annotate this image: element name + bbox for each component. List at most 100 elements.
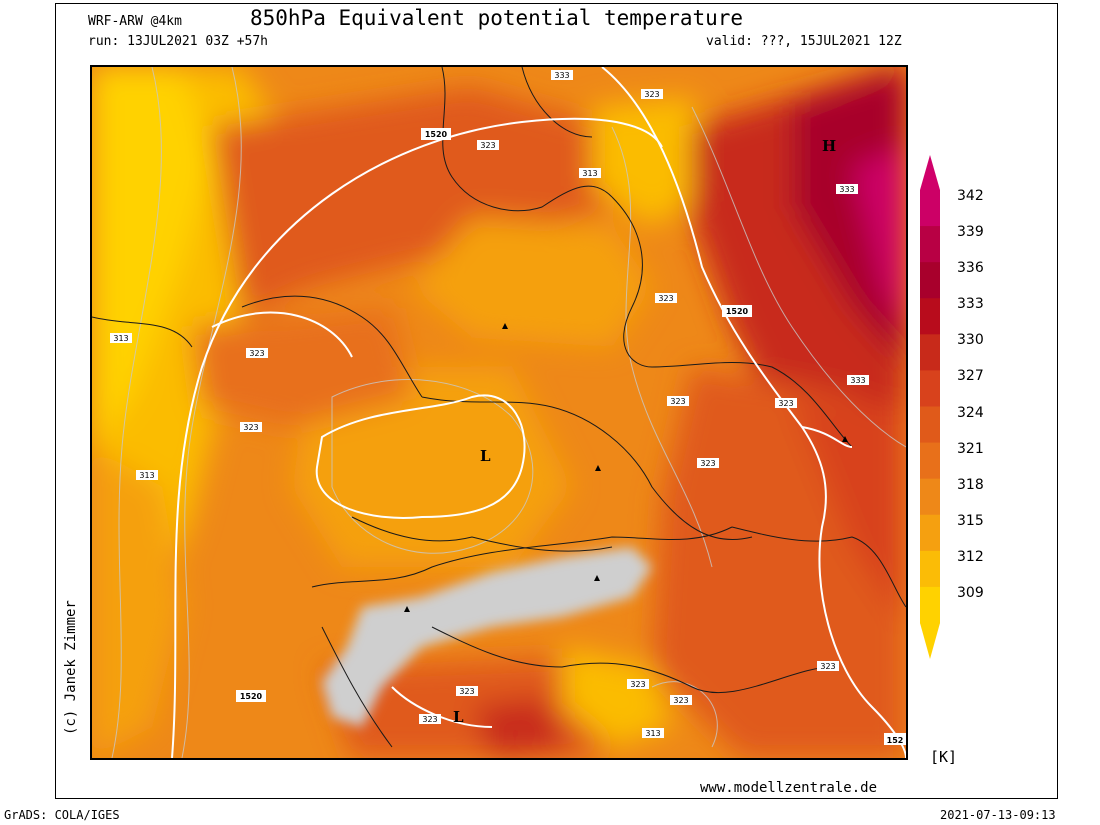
colorbar-segment (920, 550, 940, 588)
contour-label-text: 1520 (425, 130, 448, 139)
low-pressure-marker: L (480, 447, 491, 465)
contour-label-text: 313 (645, 729, 660, 738)
contour-labels: 333 323 313 323 333 1520 323 313 323 323… (110, 70, 906, 745)
colorbar-segment (920, 478, 940, 516)
contour-label-text: 323 (459, 687, 474, 696)
pressure-centers: H L L (453, 137, 836, 726)
contour-label: 323 (641, 89, 663, 99)
contour-label-text: 323 (644, 90, 659, 99)
colorbar-segment (920, 226, 940, 263)
contour-label: 313 (139, 471, 154, 480)
colorbar-segment (920, 190, 940, 227)
contour-label: 323 (670, 695, 692, 705)
contour-label-text: 323 (670, 397, 685, 406)
colorbar-tick-label: 318 (957, 476, 984, 493)
colorbar-tick-label: 342 (957, 188, 984, 204)
contour-label: 323 (655, 293, 677, 303)
high-pressure-marker: H (822, 137, 836, 155)
contour-label-text: 323 (480, 141, 495, 150)
white-contours (171, 67, 906, 758)
contour-label-text: 313 (139, 471, 154, 480)
colorbar-segment (920, 586, 940, 624)
contour-label-text: 323 (778, 399, 793, 408)
map-panel: 333 323 313 323 333 1520 323 313 323 323… (90, 65, 908, 760)
contour-label-text: 333 (554, 71, 569, 80)
website-link[interactable]: www.modellzentrale.de (700, 780, 878, 796)
colorbar-segment (920, 262, 940, 299)
contour-label-text: 1520 (726, 307, 749, 316)
contour-label: 323 (477, 140, 499, 150)
contour-label: 152 (884, 733, 906, 745)
contour-label-text: 323 (243, 423, 258, 432)
contour-label: 1520 (722, 305, 752, 317)
contour-label: 313 (642, 728, 664, 738)
colorbar-segment (920, 514, 940, 552)
software-credit: GrADS: COLA/IGES (4, 808, 120, 822)
contour-label-text: 323 (673, 696, 688, 705)
model-label: WRF-ARW @4km (88, 14, 182, 29)
contour-label-text: 323 (249, 349, 264, 358)
contour-label: 323 (240, 422, 262, 432)
contour-label: 333 (847, 375, 869, 385)
colorbar-segment (920, 406, 940, 444)
country-borders (92, 67, 906, 748)
colorbar-bottom-arrow (920, 623, 940, 659)
colorbar-tick-label: 324 (957, 404, 984, 421)
colorbar-tick-label: 327 (957, 368, 984, 385)
colorbar-tick-label: 333 (957, 296, 984, 313)
contour-label-text: 323 (630, 680, 645, 689)
contour-label: 313 (110, 333, 132, 343)
valid-time: valid: ???, 15JUL2021 12Z (706, 34, 902, 49)
colorbar-segments (920, 190, 940, 624)
low-pressure-marker: L (453, 708, 464, 726)
map-canvas: 333 323 313 323 333 1520 323 313 323 323… (92, 67, 906, 758)
contour-label: 323 (817, 661, 839, 671)
contour-label: 323 (456, 686, 478, 696)
terrain-mask (322, 547, 652, 727)
contour-label-text: 323 (658, 294, 673, 303)
colorbar-tick-label: 330 (957, 332, 984, 349)
peak-markers (404, 323, 848, 612)
contour-label-text: 152 (887, 736, 904, 745)
contour-label-text: 323 (820, 662, 835, 671)
colorbar-tick-label: 312 (957, 548, 984, 565)
run-info: run: 13JUL2021 03Z +57h (88, 34, 269, 49)
chart-title: 850hPa Equivalent potential temperature (250, 6, 744, 30)
contour-label: 323 (627, 679, 649, 689)
isolines (111, 67, 906, 758)
contour-label: 323 (775, 398, 797, 408)
generation-timestamp: 2021-07-13-09:13 (940, 808, 1056, 822)
contour-label: 313 (136, 470, 158, 480)
contour-label-text: 323 (700, 459, 715, 468)
colorbar-segment (920, 298, 940, 335)
contour-label: 333 (836, 184, 858, 194)
contour-label: 313 (579, 168, 601, 178)
colorbar-tick-label: 321 (957, 440, 984, 457)
contour-label: 323 (246, 348, 268, 358)
contour-label-text: 323 (422, 715, 437, 724)
colorbar-segment (920, 442, 940, 480)
contour-label: 1520 (236, 690, 266, 702)
contour-label: 323 (419, 714, 441, 724)
contour-label: 1520 (421, 128, 451, 140)
field-shading (92, 67, 906, 758)
copyright-credit: (c) Janek Zimmer (63, 600, 79, 735)
colorbar-tick-label: 309 (957, 584, 984, 601)
contour-label-text: 313 (113, 334, 128, 343)
contour-label: 323 (667, 396, 689, 406)
colorbar-segment (920, 370, 940, 407)
colorbar-tick-label: 315 (957, 512, 984, 529)
contour-label-text: 1520 (240, 692, 263, 701)
contour-label-text: 313 (582, 169, 597, 178)
colorbar-top-arrow (920, 155, 940, 190)
contour-label: 323 (697, 458, 719, 468)
colorbar (920, 155, 940, 659)
colorbar-tick-label: 339 (957, 224, 984, 241)
contour-label-text: 333 (839, 185, 854, 194)
plot-frame (55, 3, 1058, 799)
colorbar-segment (920, 334, 940, 371)
contour-label-text: 333 (850, 376, 865, 385)
unit-label: [K] (930, 748, 958, 766)
contour-label: 333 (551, 70, 573, 80)
colorbar-tick-label: 336 (957, 260, 984, 277)
